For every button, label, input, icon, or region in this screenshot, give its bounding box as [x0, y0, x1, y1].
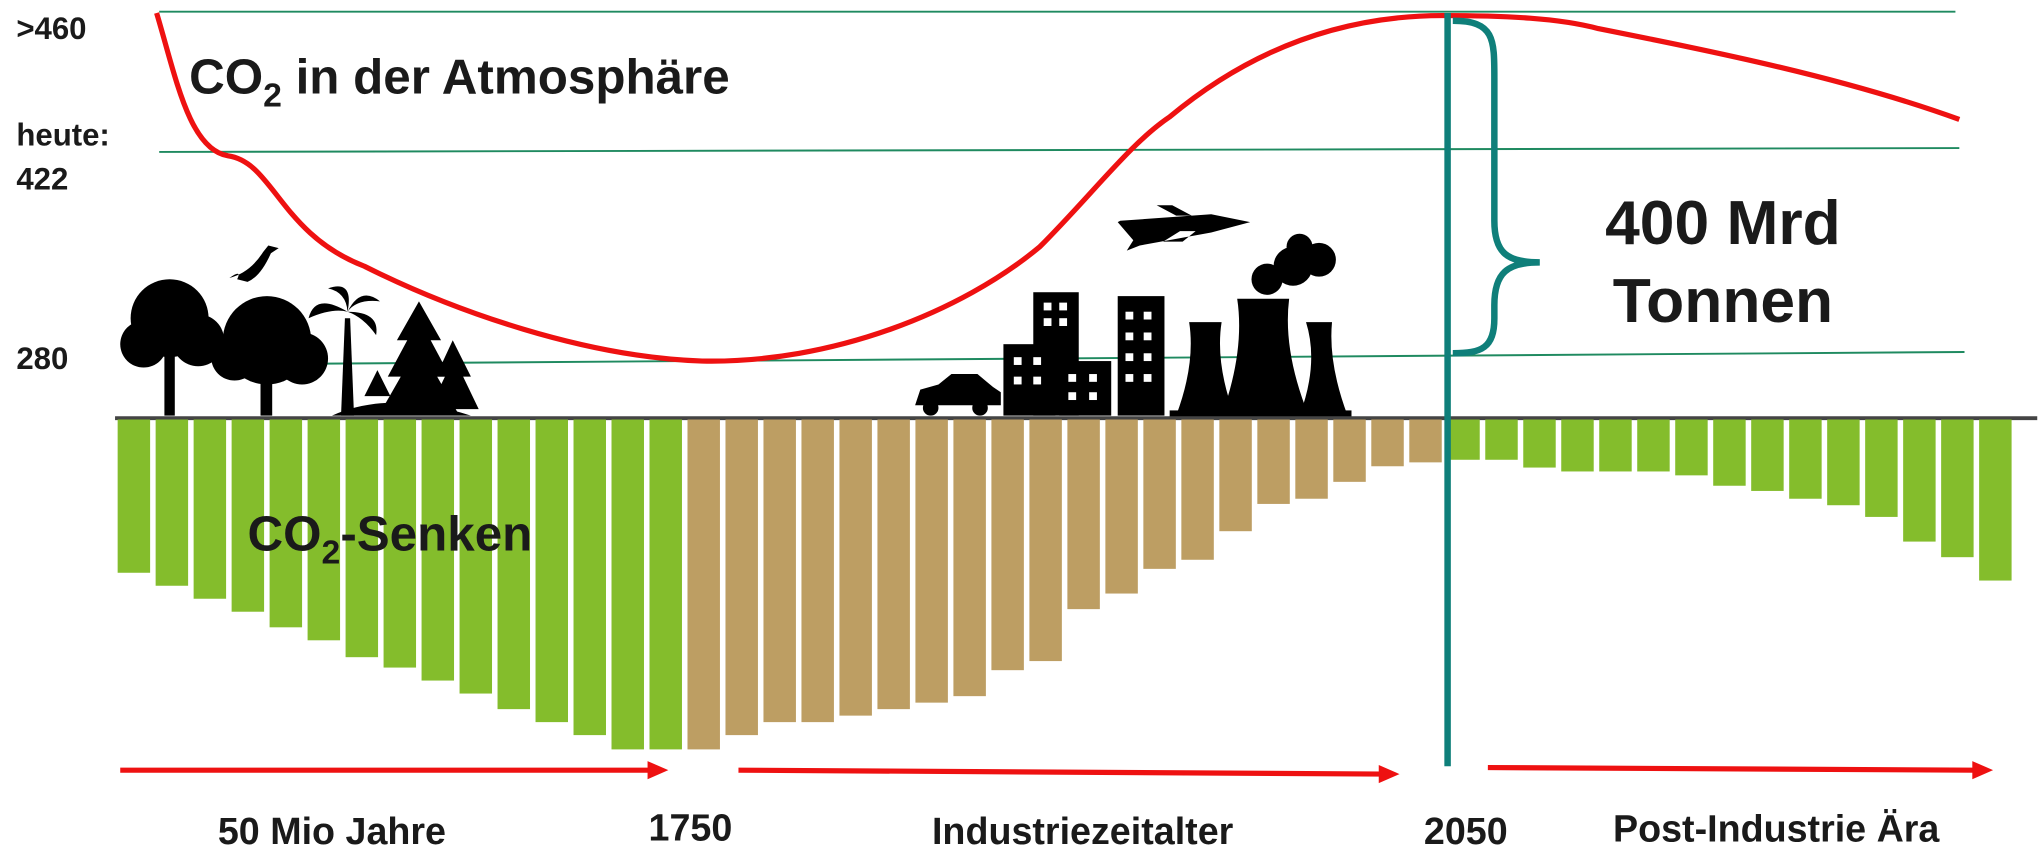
- sink-bar: [1105, 419, 1138, 594]
- timeline-label: 50 Mio Jahre: [218, 810, 446, 852]
- sink-bar: [1713, 419, 1746, 486]
- sink-bar: [991, 419, 1024, 671]
- sink-bar: [459, 419, 493, 694]
- axis-label: heute:: [16, 117, 109, 152]
- sink-bar: [497, 419, 531, 710]
- title-part: in der Atmosphäre: [282, 50, 730, 105]
- sink-bar: [611, 419, 644, 750]
- sink-bar: [1903, 419, 1936, 542]
- title-part: -Senken: [340, 507, 532, 562]
- sink-bar: [1675, 419, 1708, 476]
- timeline-label: 2050: [1424, 810, 1508, 852]
- sink-bar: [1979, 419, 2012, 581]
- sinks-title: CO2-Senken: [248, 507, 533, 572]
- sink-bar: [1181, 419, 1214, 560]
- industry-icons: [915, 205, 1352, 417]
- sink-bar: [231, 419, 265, 612]
- sink-bar: [117, 419, 151, 573]
- sink-bar: [1219, 419, 1252, 532]
- sink-bar: [801, 419, 834, 723]
- sink-bar: [1599, 419, 1632, 472]
- sink-bar: [1485, 419, 1518, 460]
- brace: [1452, 17, 1540, 357]
- title-subscript: 2: [263, 77, 282, 115]
- annotation: 400 Mrd: [1605, 189, 1841, 258]
- timeline-arrows: [120, 761, 1994, 784]
- sink-bar: [1789, 419, 1822, 499]
- sink-bar: [1257, 419, 1290, 504]
- sink-bar: [573, 419, 606, 736]
- sink-bar: [687, 419, 720, 750]
- sink-bar: [915, 419, 948, 703]
- sink-bar: [1561, 419, 1594, 472]
- sink-bar: [839, 419, 872, 716]
- sink-bar: [763, 419, 796, 723]
- sink-bar: [383, 419, 417, 668]
- axis-label: 422: [16, 162, 68, 197]
- sink-bar: [307, 419, 341, 641]
- sink-bar: [1029, 419, 1062, 662]
- sink-bar: [1637, 419, 1670, 472]
- title-part: CO: [248, 507, 322, 562]
- sink-bar: [877, 419, 910, 710]
- timeline-label: 1750: [649, 806, 733, 848]
- sink-bar: [1409, 419, 1442, 463]
- sink-bar: [1295, 419, 1328, 499]
- co2-curve: [154, 12, 1961, 364]
- nature-icons: [120, 245, 479, 416]
- sink-bar: [649, 419, 682, 750]
- sink-bar: [421, 419, 455, 681]
- atmosphere-title: CO2 in der Atmosphäre: [189, 50, 730, 115]
- sink-bar: [345, 419, 379, 658]
- sink-bar: [155, 419, 189, 586]
- axis-label: >460: [16, 11, 86, 46]
- annotation: Tonnen: [1613, 267, 1833, 336]
- timeline-label: Post-Industrie Ära: [1613, 808, 1940, 850]
- timeline-label: Industriezeitalter: [932, 810, 1234, 852]
- sink-bar: [725, 419, 758, 736]
- level-line: [159, 147, 1960, 153]
- sink-bar: [1067, 419, 1100, 610]
- sink-bar: [1143, 419, 1176, 569]
- sink-bar: [193, 419, 227, 599]
- sink-bar: [1827, 419, 1860, 506]
- sink-bar: [269, 419, 303, 628]
- sink-bar: [1333, 419, 1366, 482]
- sink-bar: [535, 419, 568, 723]
- sink-bar: [1447, 419, 1480, 460]
- sink-bar: [1371, 419, 1404, 467]
- sink-bar: [1941, 419, 1974, 558]
- sink-bar: [1751, 419, 1784, 491]
- title-part: CO: [189, 50, 263, 105]
- axis-label: 280: [16, 341, 68, 376]
- sink-bar: [953, 419, 986, 697]
- title-subscript: 2: [322, 534, 341, 572]
- sink-bars: [117, 419, 2012, 750]
- sink-bar: [1865, 419, 1898, 517]
- sink-bar: [1523, 419, 1556, 468]
